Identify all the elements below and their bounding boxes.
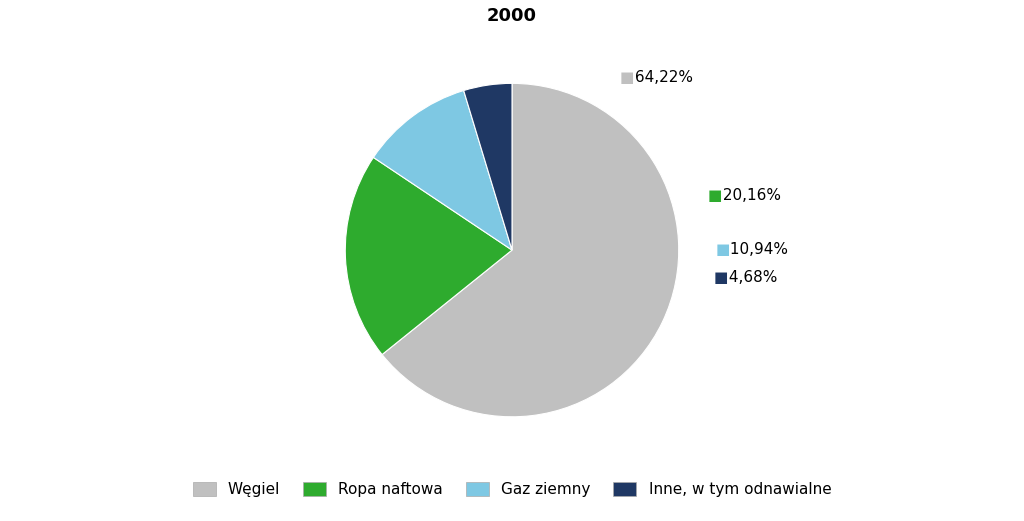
Wedge shape: [464, 83, 512, 250]
Text: 64,22%: 64,22%: [630, 70, 693, 85]
Title: 2000: 2000: [487, 7, 537, 25]
Text: 20,16%: 20,16%: [718, 188, 781, 203]
Legend: Węgiel, Ropa naftowa, Gaz ziemny, Inne, w tym odnawialne: Węgiel, Ropa naftowa, Gaz ziemny, Inne, …: [185, 475, 839, 505]
Wedge shape: [382, 83, 679, 417]
Text: ■: ■: [714, 270, 728, 284]
Wedge shape: [345, 157, 512, 355]
Text: 4,68%: 4,68%: [724, 270, 777, 284]
Text: ■: ■: [708, 188, 722, 203]
Wedge shape: [374, 91, 512, 250]
Text: ■: ■: [716, 242, 730, 257]
Text: ■: ■: [621, 70, 635, 85]
Text: 10,94%: 10,94%: [725, 242, 788, 257]
